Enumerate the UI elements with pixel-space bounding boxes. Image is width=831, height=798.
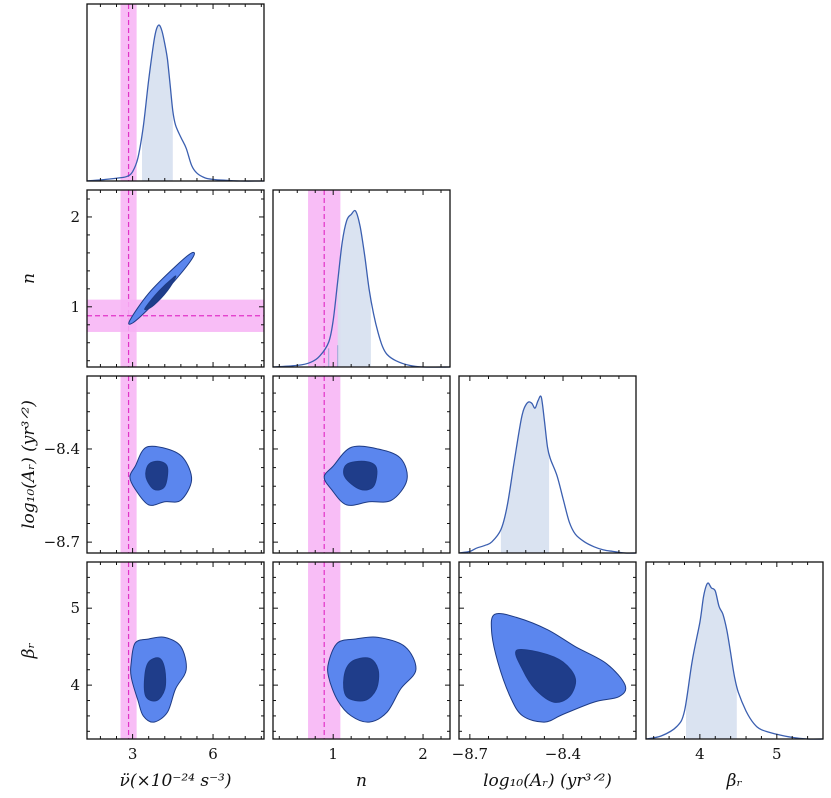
credible-interval-logA (500, 397, 550, 553)
panel-frame-nuddot-logA (86, 375, 265, 554)
y-tick-label-logA: −8.7 (44, 533, 80, 551)
marginal-curve-logA (458, 395, 637, 554)
x-tick-label-logA: −8.4 (545, 745, 581, 763)
panel-frame-n-beta (272, 561, 451, 740)
x-axis-label-nuddot: ν̈(×10⁻²⁴ s⁻³) (120, 771, 232, 791)
x-tick-label-n: 2 (418, 745, 428, 763)
panel-frame-beta (645, 561, 824, 740)
credible-interval-nuddot (142, 25, 173, 181)
y-axis-label-logA: log₁₀(Aᵣ) (yr³ᐟ²) (19, 400, 39, 529)
panel-frame-nuddot-n (86, 189, 265, 368)
x-tick-label-beta: 5 (772, 745, 782, 763)
panel-frame-nuddot (86, 3, 265, 182)
y-tick-label-beta: 5 (70, 599, 80, 617)
y-tick-label-beta: 4 (70, 676, 80, 694)
contour-68-nuddot-beta (143, 657, 167, 702)
marginal-curve-n (272, 209, 451, 368)
x-tick-label-beta: 4 (695, 745, 705, 763)
panel-frame-nuddot-beta (86, 561, 265, 740)
x-axis-label-n: n (356, 771, 367, 791)
x-tick-label-n: 1 (328, 745, 338, 763)
x-tick-label-nuddot: 6 (208, 745, 218, 763)
y-axis-label-beta: βᵣ (19, 643, 39, 660)
x-axis-label-logA: log₁₀(Aᵣ) (yr³ᐟ²) (483, 771, 612, 791)
contour-68-nuddot-n (144, 275, 177, 311)
contour-68-n-beta (343, 657, 380, 702)
marginal-curve-nuddot (86, 24, 265, 182)
marginal-curve-beta (645, 582, 824, 740)
contour-68-n-logA (343, 460, 378, 491)
panel-frame-n-logA (272, 375, 451, 554)
panel-frame-logA (458, 375, 637, 554)
panel-frame-n (272, 189, 451, 368)
y-tick-label-logA: −8.4 (44, 440, 80, 458)
y-axis-label-n: n (19, 273, 39, 284)
credible-interval-n (337, 211, 371, 367)
x-tick-label-nuddot: 3 (128, 745, 138, 763)
contour-68-nuddot-logA (145, 460, 169, 491)
y-tick-label-n: 1 (70, 298, 80, 316)
y-tick-label-n: 2 (70, 208, 80, 226)
credible-interval-beta (686, 583, 737, 739)
contour-68-logA-beta (515, 648, 577, 703)
panel-frame-logA-beta (458, 561, 637, 740)
x-tick-label-logA: −8.7 (452, 745, 488, 763)
x-axis-label-beta: βᵣ (726, 771, 743, 791)
